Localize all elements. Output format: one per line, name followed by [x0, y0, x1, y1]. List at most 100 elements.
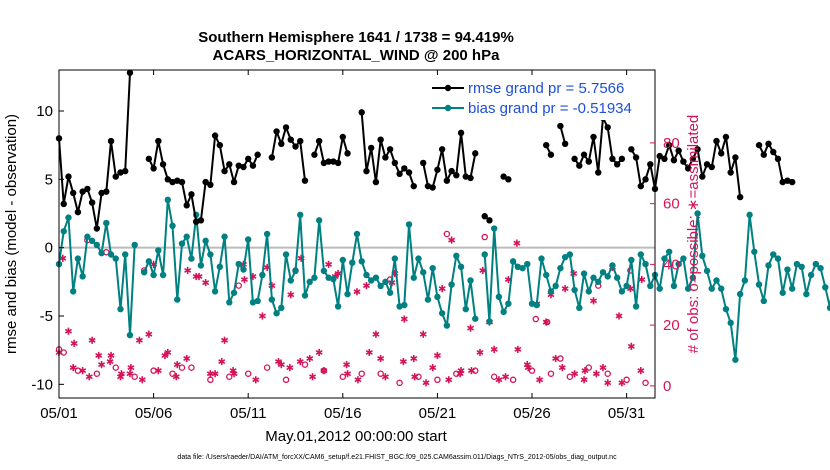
- rmse-point: [183, 202, 190, 209]
- obs-possible-marker: [481, 233, 488, 241]
- rmse-point: [656, 152, 663, 160]
- rmse-point: [159, 161, 167, 168]
- rmse-point: [472, 150, 479, 157]
- obs-possible-marker: [623, 376, 630, 384]
- obs-assimilated-stroke: [542, 319, 550, 325]
- obs-assimilated-stroke: [107, 352, 115, 358]
- obs-assimilated-stroke: [558, 365, 566, 371]
- rmse-point: [755, 141, 763, 149]
- rmse-point: [543, 141, 550, 149]
- y-tick-label-right: 80: [663, 135, 680, 152]
- bias-point: [221, 233, 228, 240]
- rmse-point: [60, 200, 67, 208]
- obs-possible-marker: [604, 370, 611, 377]
- rmse-point: [670, 157, 678, 164]
- bias-point: [590, 274, 597, 281]
- rmse-point: [386, 146, 394, 153]
- rmse-point: [727, 169, 734, 176]
- obs-assimilated-stroke: [372, 331, 380, 337]
- obs-assimilated-marker: [126, 370, 134, 378]
- obs-assimilated-stroke: [173, 362, 181, 368]
- bias-point: [609, 262, 616, 269]
- rmse-point: [689, 155, 697, 163]
- rmse-point: [770, 148, 777, 156]
- obs-assimilated-marker: [637, 367, 645, 375]
- rmse-point: [273, 128, 280, 135]
- bias-point: [112, 255, 119, 262]
- obs-assimilated-marker: [287, 291, 295, 299]
- bias-point: [273, 310, 280, 317]
- rmse-point: [126, 69, 134, 76]
- bias-point: [386, 289, 394, 296]
- obs-assimilated-marker: [202, 278, 210, 287]
- rmse-point: [699, 173, 706, 180]
- obs-assimilated-stroke: [117, 371, 125, 377]
- obs-assimilated-marker: [495, 376, 503, 384]
- x-axis-label: May.01,2012 00:00:00 start: [265, 428, 447, 445]
- bias-point: [793, 260, 801, 268]
- rmse-point: [216, 141, 224, 149]
- bias-point: [538, 255, 545, 262]
- rmse-point: [287, 136, 294, 143]
- obs-assimilated-marker: [411, 373, 419, 381]
- rmse-point: [680, 158, 687, 165]
- bias-point: [292, 267, 299, 275]
- obs-possible-marker: [528, 367, 536, 374]
- obs-assimilated-stroke: [502, 374, 510, 380]
- rmse-point: [736, 193, 744, 201]
- bias-point: [703, 267, 711, 275]
- bias-point: [694, 210, 701, 217]
- bias-point: [812, 260, 820, 268]
- obs-possible-marker: [358, 370, 365, 377]
- bias-point: [344, 290, 351, 298]
- obs-possible-marker: [188, 364, 195, 371]
- obs-assimilated-stroke: [599, 365, 607, 371]
- obs-assimilated-stroke: [399, 359, 407, 365]
- obs-possible-marker: [112, 364, 120, 371]
- obs-assimilated-stroke: [221, 337, 229, 343]
- obs-assimilated-stroke: [571, 371, 579, 377]
- bias-point: [245, 236, 252, 243]
- rmse-point: [547, 151, 555, 158]
- rmse-point: [315, 137, 323, 145]
- bias-point: [311, 274, 318, 281]
- obs-assimilated-stroke: [126, 371, 134, 377]
- bias-point: [240, 266, 247, 273]
- bias-point: [226, 299, 233, 306]
- obs-assimilated-marker: [362, 282, 370, 290]
- obs-assimilated-marker: [258, 312, 266, 320]
- y-tick-label-right: 60: [663, 196, 680, 213]
- obs-assimilated-marker: [580, 376, 588, 384]
- obs-assimilated-marker: [589, 297, 598, 305]
- bias-point: [405, 221, 413, 228]
- obs-assimilated-stroke: [581, 368, 589, 374]
- rmse-point: [420, 159, 427, 167]
- bias-point: [188, 255, 195, 262]
- rmse-point: [391, 159, 399, 167]
- x-tick-label: 05/21: [419, 405, 457, 422]
- obs-assimilated-marker: [240, 275, 248, 284]
- bias-point: [155, 247, 162, 254]
- rmse-point: [74, 208, 82, 216]
- bias-point: [424, 296, 432, 303]
- obs-assimilated-marker: [542, 318, 550, 326]
- rmse-point: [571, 155, 578, 163]
- obs-marker-layer: [55, 230, 649, 387]
- obs-possible-marker: [396, 379, 403, 387]
- obs-assimilated-stroke: [252, 377, 260, 383]
- rmse-point: [443, 177, 451, 184]
- legend-background: [430, 78, 652, 120]
- obs-assimilated-stroke: [638, 277, 646, 283]
- obs-possible-marker: [585, 364, 593, 371]
- bias-point: [453, 252, 460, 260]
- obs-assimilated-stroke: [325, 261, 333, 267]
- bias-point: [826, 304, 830, 311]
- rmse-point: [88, 199, 96, 206]
- data-file-footnote: data file: /Users/raeder/DAI/ATM_forcXX/…: [177, 454, 617, 461]
- obs-assimilated-marker: [145, 330, 153, 338]
- obs-assimilated-stroke: [467, 325, 475, 331]
- bias-point: [457, 263, 465, 270]
- rmse-point: [230, 178, 238, 186]
- bias-point: [788, 285, 796, 292]
